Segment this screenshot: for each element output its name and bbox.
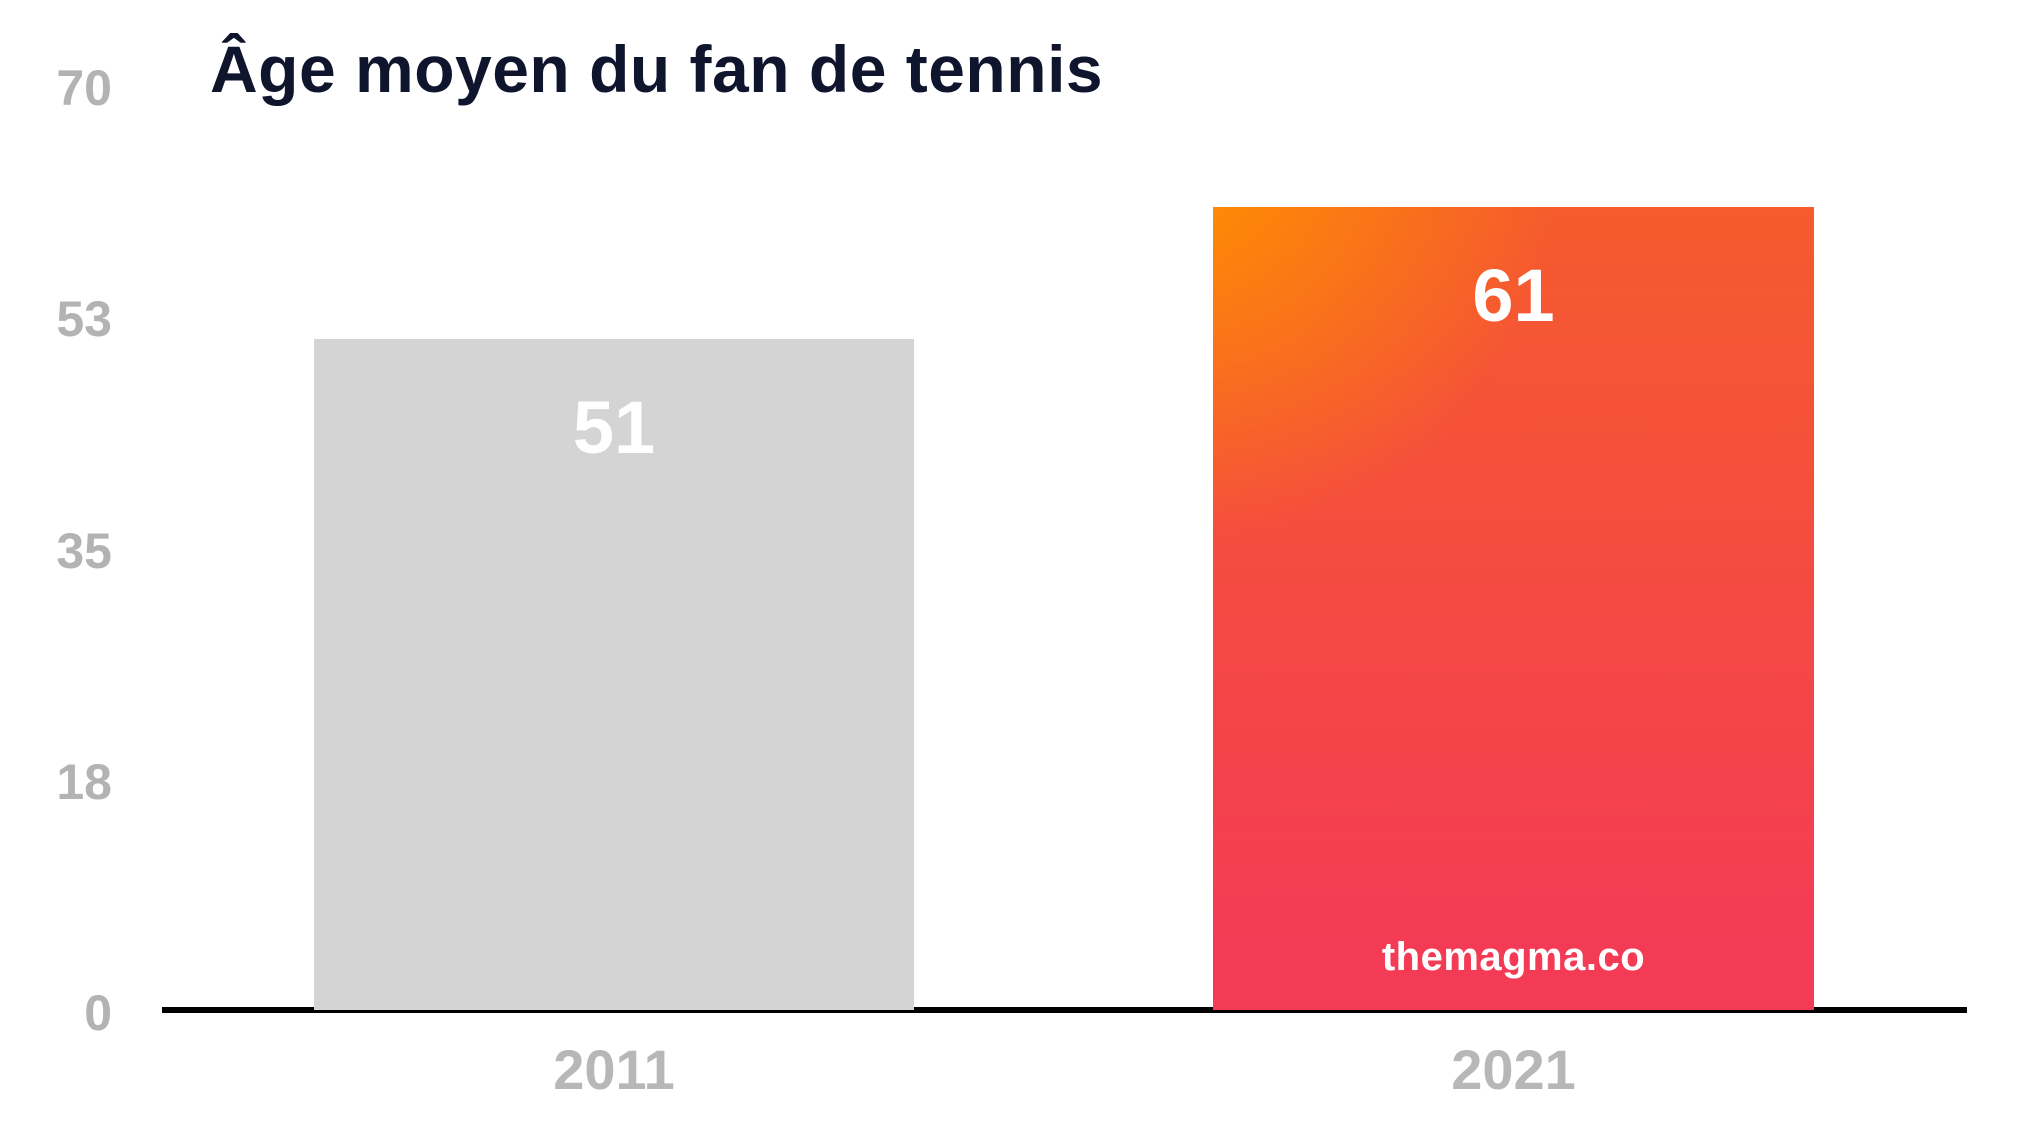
x-axis-label-2011: 2011 bbox=[553, 1038, 675, 1101]
chart-title: Âge moyen du fan de tennis bbox=[210, 32, 1104, 106]
y-tick-label-0: 0 bbox=[84, 985, 112, 1041]
y-tick-label-18: 18 bbox=[56, 753, 112, 810]
bar-2011: 51 bbox=[314, 339, 914, 1010]
y-tick-label-35: 35 bbox=[56, 522, 112, 579]
x-axis-line bbox=[162, 1007, 1967, 1013]
y-tick-label-53: 53 bbox=[56, 291, 112, 348]
x-axis-label-2021: 2021 bbox=[1451, 1038, 1576, 1101]
y-tick-label-70: 70 bbox=[56, 60, 112, 116]
bar-2011-value-label: 51 bbox=[572, 386, 656, 470]
watermark-text: themagma.co bbox=[1381, 934, 1646, 979]
bar-2021: 61 themagma.co bbox=[1213, 206, 1814, 1010]
bar-2021-value-label: 61 bbox=[1472, 253, 1555, 337]
